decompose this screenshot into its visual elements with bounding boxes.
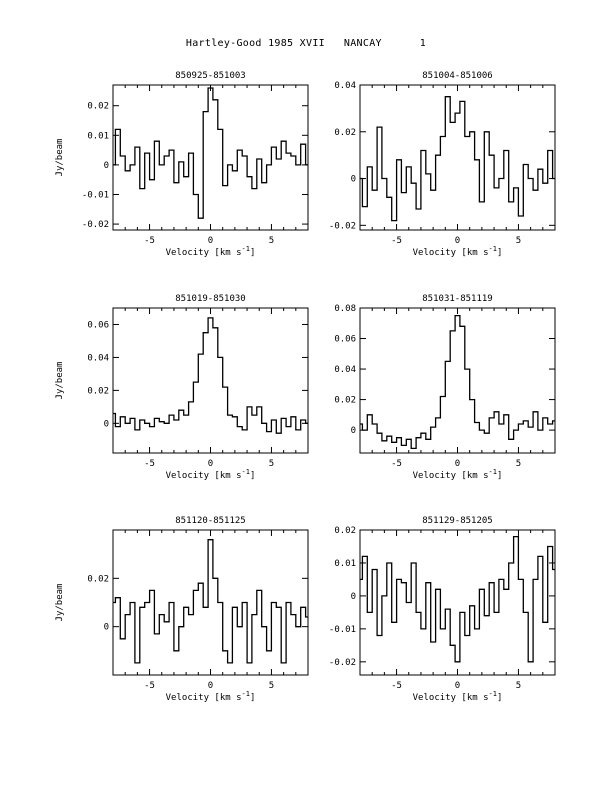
x-tick-label: 0 <box>208 459 213 469</box>
y-tick-label: 0.02 <box>334 396 356 406</box>
x-tick-label: 5 <box>516 681 521 691</box>
plot-frame <box>359 529 556 676</box>
x-tick-label: -5 <box>391 459 402 469</box>
panel-1: 850925-851003 -5 0 5 -0.02 -0.01 0 0.01 0.02 Velo… <box>55 71 309 258</box>
y-tick-label: 0.02 <box>334 128 356 138</box>
y-tick-label: 0 <box>104 161 109 171</box>
x-tick-label: 5 <box>269 681 274 691</box>
x-axis-label: Velocity [km s-1] <box>413 468 503 481</box>
x-tick-label: 0 <box>455 459 460 469</box>
y-tick-label: 0 <box>104 623 109 633</box>
spectrum-series <box>360 314 555 450</box>
panel-title: 851004-851006 <box>422 71 492 81</box>
y-tick-label: 0.04 <box>334 81 356 91</box>
y-tick-label: 0.02 <box>87 386 109 396</box>
x-tick-label: 0 <box>455 681 460 691</box>
y-tick-label: 0.04 <box>334 365 356 375</box>
panel-title: 851019-851030 <box>175 294 245 304</box>
page-title: Hartley-Good 1985 XVII NANCAY 1 <box>185 38 427 49</box>
plot-frame <box>112 307 309 454</box>
x-axis-label: Velocity [km s-1] <box>166 468 256 481</box>
panel-title: 851031-851119 <box>422 294 492 304</box>
x-axis-label: Velocity [km s-1] <box>166 245 256 258</box>
x-tick-label: 5 <box>269 459 274 469</box>
y-axis-label: Jy/beam <box>55 584 65 622</box>
panel-title: 851129-851205 <box>422 516 492 526</box>
y-tick-label: 0.02 <box>87 574 109 584</box>
y-tick-label: 0 <box>351 592 356 602</box>
x-axis-label: Velocity [km s-1] <box>413 690 503 703</box>
y-tick-label: -0.01 <box>329 625 356 635</box>
x-tick-label: 0 <box>455 236 460 246</box>
y-tick-label: 0.06 <box>334 335 356 345</box>
x-tick-label: 5 <box>269 236 274 246</box>
y-tick-label: 0.01 <box>87 131 109 141</box>
y-axis-label: Jy/beam <box>55 139 65 177</box>
spectrum-series <box>113 87 308 219</box>
x-tick-label: 5 <box>516 236 521 246</box>
plot-frame <box>112 529 309 676</box>
y-tick-label: 0.01 <box>334 559 356 569</box>
y-tick-label: -0.02 <box>329 658 356 668</box>
x-tick-label: -5 <box>391 236 402 246</box>
spectrum-series <box>360 96 555 222</box>
x-tick-label: -5 <box>144 236 155 246</box>
x-axis-label: Velocity [km s-1] <box>166 690 256 703</box>
y-tick-label: 0.02 <box>334 526 356 536</box>
x-tick-label: 5 <box>516 459 521 469</box>
y-tick-label: 0.06 <box>87 320 109 330</box>
x-tick-label: -5 <box>144 681 155 691</box>
y-tick-label: 0.02 <box>87 102 109 112</box>
y-tick-label: -0.02 <box>82 220 109 230</box>
x-axis-label: Velocity [km s-1] <box>413 245 503 258</box>
plot-frame <box>112 84 309 231</box>
panel-title: 851120-851125 <box>175 516 245 526</box>
y-tick-label: -0.01 <box>82 190 109 200</box>
plot-frame <box>359 307 556 454</box>
plot-frame <box>359 84 556 231</box>
y-tick-label: 0.08 <box>334 304 356 314</box>
spectrum-series <box>360 535 555 663</box>
y-tick-label: 0 <box>351 426 356 436</box>
panel-title: 850925-851003 <box>175 71 245 81</box>
spectrum-series <box>113 539 308 664</box>
y-axis-label: Jy/beam <box>55 362 65 400</box>
x-tick-label: 0 <box>208 681 213 691</box>
panel-3: 851019-851030 -5 0 5 0 0.02 0.04 0.06 Velocity [… <box>55 294 309 481</box>
x-tick-label: -5 <box>144 459 155 469</box>
panel-4: 851031-851119 -5 0 5 0 0.02 0.04 0.06 0.08 Veloci… <box>334 294 556 481</box>
panel-2: 851004-851006 -5 0 5 -0.02 0 0.02 0.04 Velocity … <box>329 71 556 258</box>
x-tick-label: 0 <box>208 236 213 246</box>
x-tick-label: -5 <box>391 681 402 691</box>
y-tick-label: 0 <box>104 419 109 429</box>
y-tick-label: -0.02 <box>329 221 356 231</box>
panel-5: 851120-851125 -5 0 5 0 0.02 Velocity [km s-1] J… <box>55 516 309 703</box>
y-tick-label: 0 <box>351 175 356 185</box>
panel-6: 851129-851205 -5 0 5 -0.02 -0.01 0 0.01 0.02 Velo… <box>329 516 556 703</box>
y-tick-label: 0.04 <box>87 353 109 363</box>
spectrum-series <box>113 317 308 434</box>
